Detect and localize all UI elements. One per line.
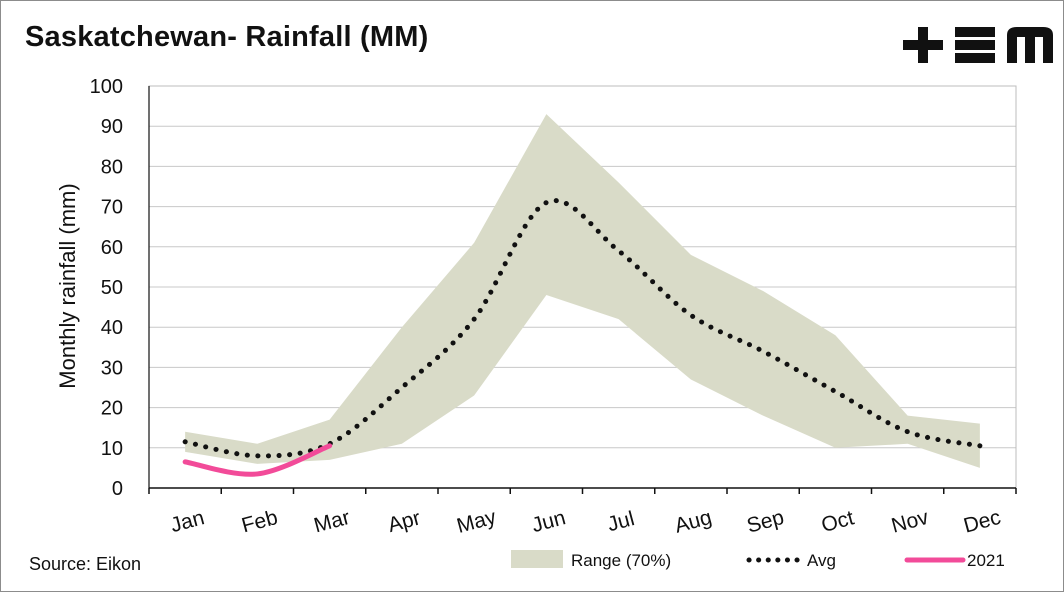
- legend-range-swatch: [511, 550, 563, 568]
- x-tick-label: Nov: [889, 506, 932, 538]
- range-band: [185, 114, 980, 468]
- y-tick-label: 70: [101, 197, 123, 219]
- x-tick-label: Apr: [385, 506, 423, 537]
- y-tick-label: 20: [101, 398, 123, 420]
- y-tick-label: 90: [101, 116, 123, 138]
- x-tick-label: Aug: [672, 506, 714, 538]
- legend-2021-label: 2021: [967, 551, 1005, 570]
- y-tick-label: 50: [101, 277, 123, 299]
- tem-logo-icon: [903, 27, 1053, 63]
- y-tick-label: 30: [101, 357, 123, 379]
- x-tick-label: May: [454, 505, 499, 538]
- x-tick-label: Jun: [529, 506, 568, 537]
- y-tick-label: 80: [101, 156, 123, 178]
- x-tick-label: Sep: [744, 506, 786, 538]
- legend: Range (70%) Avg 2021: [511, 550, 1005, 570]
- y-tick-label: 0: [112, 478, 123, 500]
- y-tick-label: 40: [101, 317, 123, 339]
- x-tick-label: Jul: [605, 507, 637, 536]
- y-axis-label: Monthly rainfall (mm): [55, 183, 80, 388]
- chart-title: Saskatchewan- Rainfall (MM): [25, 21, 429, 53]
- x-tick-label: Feb: [239, 506, 280, 538]
- legend-range-label: Range (70%): [571, 551, 671, 570]
- y-tick-label: 100: [90, 76, 123, 98]
- legend-avg-label: Avg: [807, 551, 836, 570]
- source-note: Source: Eikon: [29, 554, 142, 574]
- y-tick-label: 10: [101, 438, 123, 460]
- line-2021: [182, 443, 333, 477]
- x-tick-label: Mar: [311, 506, 352, 538]
- x-tick-label: Dec: [961, 506, 1003, 538]
- y-tick-label: 60: [101, 237, 123, 259]
- x-tick-label: Jan: [168, 506, 207, 537]
- x-tick-label: Oct: [819, 506, 857, 537]
